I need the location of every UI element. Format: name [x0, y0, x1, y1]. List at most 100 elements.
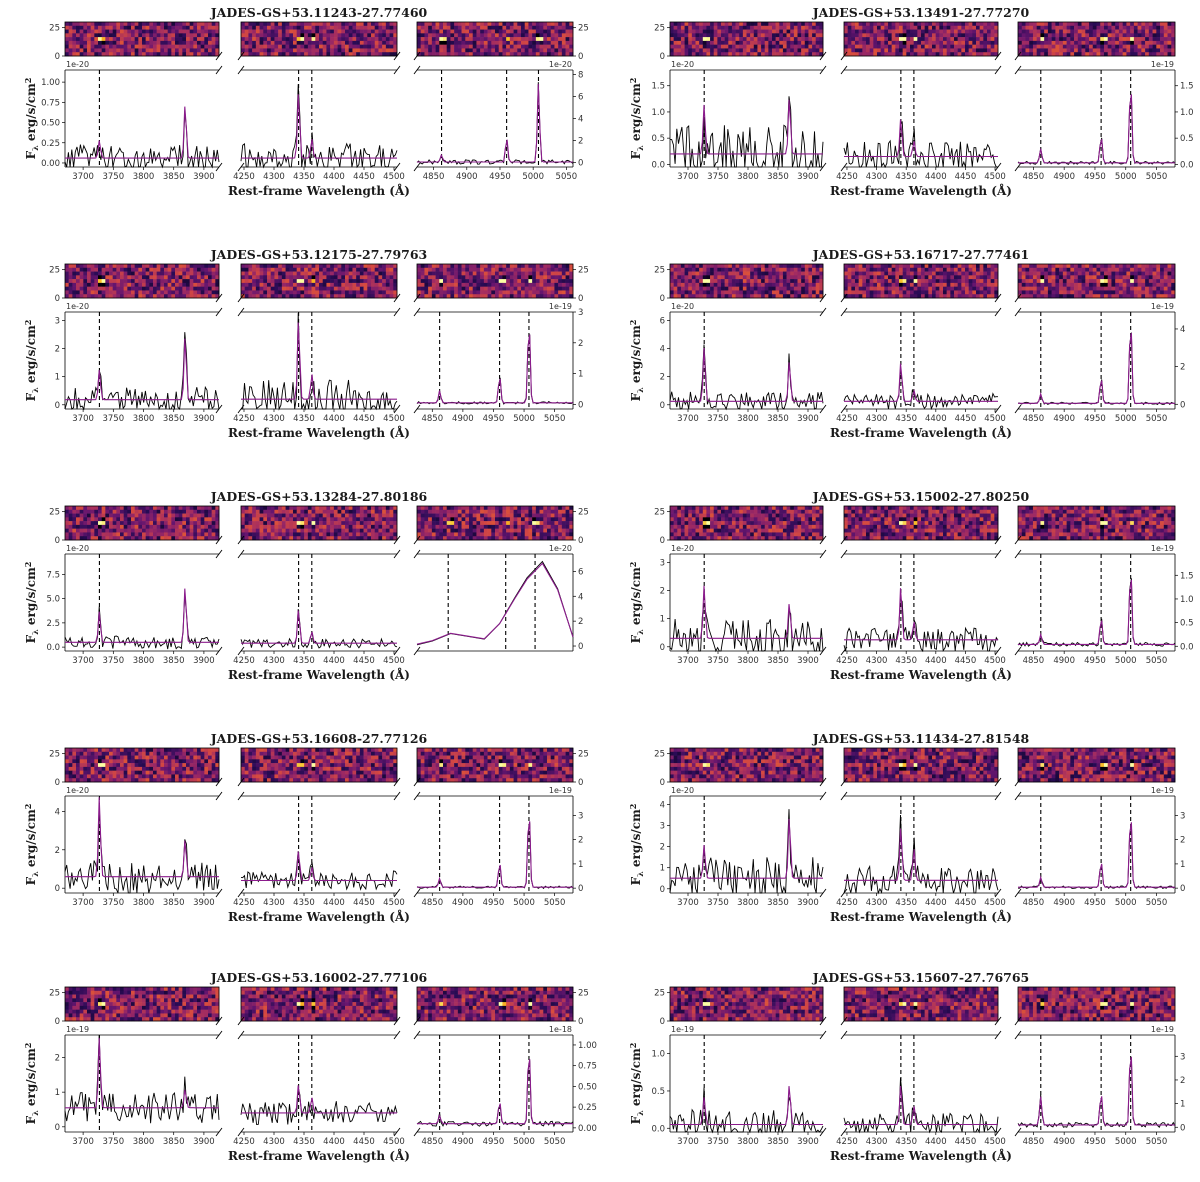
image-pixel	[673, 267, 678, 272]
image-pixel	[285, 40, 290, 45]
image-pixel	[1103, 286, 1109, 291]
image-pixel	[888, 44, 892, 49]
image-pixel	[502, 22, 507, 27]
image-pixel	[248, 290, 253, 295]
image-pixel	[300, 29, 305, 34]
image-pixel	[138, 48, 143, 53]
image-pixel	[877, 294, 881, 299]
image-pixel	[862, 282, 867, 287]
image-pixel	[68, 264, 73, 269]
image-pixel	[742, 294, 747, 299]
image-pixel	[1081, 282, 1086, 287]
image-pixel	[688, 33, 693, 38]
image-pixel	[994, 22, 999, 27]
image-pixel	[1137, 290, 1142, 295]
image-pixel	[417, 290, 422, 295]
image-pixel	[495, 37, 500, 42]
image-pixel	[197, 279, 201, 284]
image-pixel	[167, 29, 172, 34]
image-pixel	[535, 286, 540, 291]
image-pixel	[1115, 33, 1120, 38]
image-pixel	[330, 48, 335, 53]
image-pixel	[1115, 279, 1120, 284]
image-pixel	[790, 286, 795, 291]
image-pixel	[862, 25, 867, 30]
image-pixel	[1118, 22, 1123, 27]
image-pixel	[1036, 264, 1041, 269]
image-pixel	[750, 275, 755, 280]
image-pixel	[888, 279, 892, 284]
image-pixel	[341, 264, 346, 269]
image-pixel	[197, 275, 201, 280]
image-pixel	[371, 290, 376, 295]
image-pixel	[786, 37, 791, 42]
image-pixel	[539, 37, 544, 42]
image-pixel	[957, 282, 962, 287]
image-pixel	[1107, 267, 1112, 272]
image-pixel	[735, 271, 740, 276]
image-pixel	[270, 271, 275, 276]
image-frame	[843, 263, 999, 299]
image-pixel	[417, 271, 422, 276]
image-pixel	[790, 33, 795, 38]
image-pixel	[699, 22, 704, 27]
image-pixel	[731, 40, 736, 45]
image-pixel	[112, 294, 117, 299]
image-pixel	[420, 25, 425, 30]
image-pixel	[87, 44, 91, 49]
image-pixel	[1074, 286, 1079, 291]
image-pixel	[1051, 275, 1056, 280]
image-pixel	[127, 29, 132, 34]
image-pixel	[521, 52, 526, 57]
image-pixel	[819, 271, 824, 276]
image-pixel	[374, 48, 379, 53]
image-pixel	[337, 48, 342, 53]
image-pixel	[710, 48, 715, 53]
image-pixel	[120, 40, 124, 45]
image-pixel	[968, 29, 973, 34]
image-pixel	[695, 294, 700, 299]
image-pixel	[428, 52, 433, 57]
image-pixel	[182, 44, 187, 49]
image-pixel	[120, 271, 124, 276]
image-pixel	[1163, 29, 1168, 34]
image-pixel	[215, 33, 220, 38]
image-pixel	[547, 40, 552, 45]
image-pixel	[939, 44, 944, 49]
image-pixel	[761, 282, 766, 287]
image-pixel	[1115, 264, 1120, 269]
y-tick-label: 6	[660, 316, 665, 326]
image-pixel	[1032, 44, 1037, 49]
image-pixel	[761, 40, 766, 45]
image-pixel	[337, 279, 342, 284]
image-pixel	[804, 40, 809, 45]
image-pixel	[87, 509, 91, 514]
image-pixel	[804, 279, 809, 284]
image-pixel	[706, 282, 711, 287]
image-pixel	[873, 48, 878, 53]
image-pixel	[779, 33, 784, 38]
image-pixel	[1066, 48, 1071, 53]
image-pixel	[815, 275, 820, 280]
image-pixel	[109, 286, 113, 291]
image-pixel	[558, 40, 563, 45]
image-pixel	[801, 275, 806, 280]
image-pixel	[804, 275, 809, 280]
image-pixel	[90, 29, 95, 34]
image-pixel	[753, 25, 758, 30]
image-pixel	[547, 44, 552, 49]
image-pixel	[757, 48, 762, 53]
image-pixel	[495, 264, 500, 269]
image-pixel	[502, 294, 507, 299]
image-pixel	[182, 37, 187, 42]
image-pixel	[1055, 44, 1060, 49]
image-pixel	[1032, 22, 1037, 27]
image-pixel	[939, 282, 944, 287]
image-pixel	[197, 52, 201, 57]
image-pixel	[98, 506, 102, 511]
image-pixel	[465, 267, 470, 272]
image-pixel	[517, 271, 522, 276]
image-pixel	[702, 275, 707, 280]
image-pixel	[1021, 267, 1026, 272]
image-pixel	[1036, 29, 1041, 34]
